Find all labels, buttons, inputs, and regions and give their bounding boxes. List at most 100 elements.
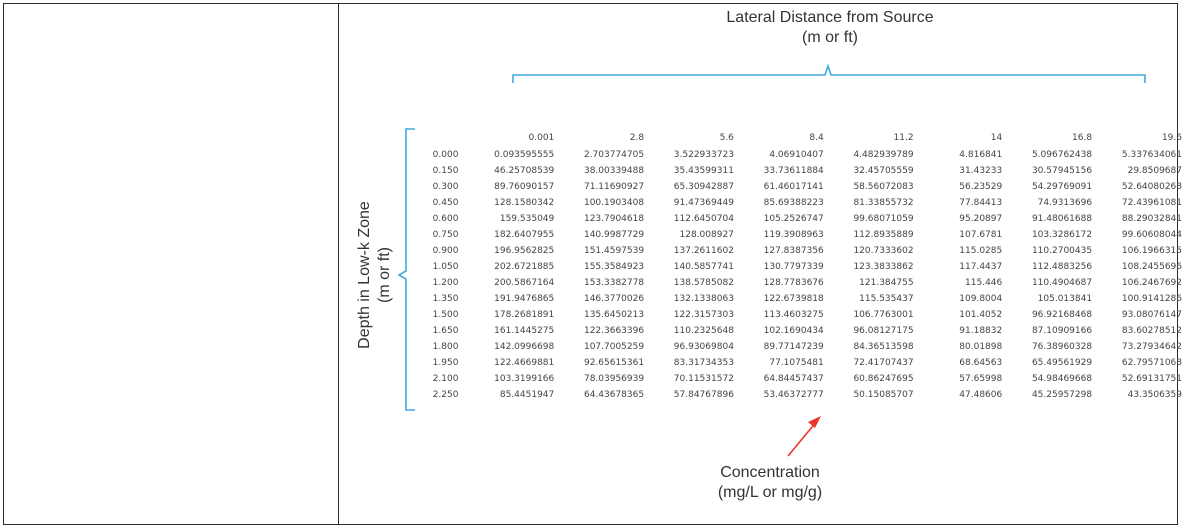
concentration-cell: 84.36513598 — [824, 339, 914, 355]
concentration-cell: 3.522933723 — [644, 147, 734, 163]
concentration-cell: 87.10909166 — [1002, 323, 1092, 339]
concentration-cell: 65.49561929 — [1002, 355, 1092, 371]
table-row: 0.750 182.6407955 140.9987729 128.008927 119… — [425, 227, 1182, 243]
depth-value: 0.450 — [425, 195, 464, 211]
depth-value: 1.650 — [425, 323, 464, 339]
column-header: 14 — [914, 129, 1003, 147]
concentration-cell: 46.25708539 — [464, 163, 554, 179]
concentration-cell: 120.7333602 — [824, 243, 914, 259]
concentration-cell: 35.43599311 — [644, 163, 734, 179]
concentration-cell: 96.93069804 — [644, 339, 734, 355]
concentration-cell: 99.60608044 — [1092, 227, 1182, 243]
concentration-cell: 100.9141286 — [1092, 291, 1182, 307]
concentration-cell: 80.01898 — [914, 339, 1003, 355]
concentration-cell: 122.4669881 — [464, 355, 554, 371]
concentration-cell: 89.76090157 — [464, 179, 554, 195]
concentration-cell: 38.00339488 — [554, 163, 644, 179]
concentration-cell: 128.7783676 — [734, 275, 824, 291]
concentration-cell: 123.3833862 — [824, 259, 914, 275]
concentration-cell: 128.008927 — [644, 227, 734, 243]
concentration-cell: 77.84413 — [914, 195, 1003, 211]
concentration-cell: 178.2681891 — [464, 307, 554, 323]
concentration-cell: 108.2455696 — [1092, 259, 1182, 275]
concentration-cell: 91.48061688 — [1002, 211, 1092, 227]
concentration-cell: 31.43233 — [914, 163, 1003, 179]
table-row: 1.500 178.2681891 135.6450213 122.3157303 11… — [425, 307, 1182, 323]
concentration-cell: 83.31734353 — [644, 355, 734, 371]
concentration-cell: 102.1690434 — [734, 323, 824, 339]
depth-value: 1.500 — [425, 307, 464, 323]
concentration-cell: 57.84767896 — [644, 387, 734, 403]
column-header: 5.6 — [644, 129, 734, 147]
concentration-cell: 89.77147239 — [734, 339, 824, 355]
concentration-cell: 123.7904618 — [554, 211, 644, 227]
concentration-cell: 101.4052 — [914, 307, 1003, 323]
concentration-cell: 110.2325648 — [644, 323, 734, 339]
concentration-cell: 73.27934642 — [1092, 339, 1182, 355]
concentration-arrow — [788, 421, 817, 456]
concentration-cell: 96.08127175 — [824, 323, 914, 339]
depth-value: 0.750 — [425, 227, 464, 243]
concentration-cell: 4.816841 — [914, 147, 1003, 163]
depth-value: 0.900 — [425, 243, 464, 259]
concentration-cell: 161.1445275 — [464, 323, 554, 339]
concentration-cell: 153.3382778 — [554, 275, 644, 291]
concentration-cell: 4.06910407 — [734, 147, 824, 163]
concentration-cell: 106.2467692 — [1092, 275, 1182, 291]
concentration-cell: 122.6739818 — [734, 291, 824, 307]
concentration-cell: 140.9987729 — [554, 227, 644, 243]
concentration-cell: 4.482939789 — [824, 147, 914, 163]
concentration-cell: 72.41707437 — [824, 355, 914, 371]
depth-value: 0.600 — [425, 211, 464, 227]
depth-value: 2.100 — [425, 371, 464, 387]
concentration-cell: 140.5857741 — [644, 259, 734, 275]
concentration-cell: 43.3506359 — [1092, 387, 1182, 403]
concentration-cell: 110.4904687 — [1002, 275, 1092, 291]
concentration-cell: 53.46372777 — [734, 387, 824, 403]
concentration-cell: 105.2526747 — [734, 211, 824, 227]
concentration-cell: 100.1903408 — [554, 195, 644, 211]
depth-value: 1.350 — [425, 291, 464, 307]
table-row: 1.950 122.4669881 92.65615361 83.31734353 77… — [425, 355, 1182, 371]
column-header-row: 0.001 2.8 5.6 8.4 11.2 14 16.8 19.6 — [425, 129, 1182, 147]
concentration-cell: 107.7005259 — [554, 339, 644, 355]
concentration-cell: 117.4437 — [914, 259, 1003, 275]
table-row: 2.100 103.3199166 78.03956939 70.11531572 64… — [425, 371, 1182, 387]
concentration-cell: 112.4883256 — [1002, 259, 1092, 275]
depth-value: 1.800 — [425, 339, 464, 355]
concentration-cell: 182.6407955 — [464, 227, 554, 243]
concentration-cell: 83.60278512 — [1092, 323, 1182, 339]
concentration-cell: 91.18832 — [914, 323, 1003, 339]
concentration-cell: 85.69388223 — [734, 195, 824, 211]
concentration-cell: 78.03956939 — [554, 371, 644, 387]
concentration-cell: 54.29769091 — [1002, 179, 1092, 195]
concentration-cell: 52.64080268 — [1092, 179, 1182, 195]
column-header: 16.8 — [1002, 129, 1092, 147]
concentration-cell: 110.2700435 — [1002, 243, 1092, 259]
column-header: 19.6 — [1092, 129, 1182, 147]
concentration-cell: 106.7763001 — [824, 307, 914, 323]
concentration-cell: 81.33855732 — [824, 195, 914, 211]
concentration-cell: 92.65615361 — [554, 355, 644, 371]
concentration-cell: 62.79571068 — [1092, 355, 1182, 371]
table-row: 1.800 142.0996698 107.7005259 96.93069804 89… — [425, 339, 1182, 355]
concentration-cell: 135.6450213 — [554, 307, 644, 323]
concentration-cell: 106.1966315 — [1092, 243, 1182, 259]
concentration-cell: 61.46017141 — [734, 179, 824, 195]
concentration-cell: 200.5867164 — [464, 275, 554, 291]
depth-value: 0.150 — [425, 163, 464, 179]
table-row: 1.350 191.9476865 146.3770026 132.1338063 12… — [425, 291, 1182, 307]
concentration-cell: 196.9562825 — [464, 243, 554, 259]
concentration-cell: 202.6721885 — [464, 259, 554, 275]
table-row: 0.600 159.535049 123.7904618 112.6450704 105… — [425, 211, 1182, 227]
column-header: 8.4 — [734, 129, 824, 147]
concentration-cell: 64.84457437 — [734, 371, 824, 387]
depth-value: 1.050 — [425, 259, 464, 275]
table-row: 0.300 89.76090157 71.11690927 65.30942887 61… — [425, 179, 1182, 195]
depth-value: 1.950 — [425, 355, 464, 371]
table-row: 0.450 128.1580342 100.1903408 91.47369449 85… — [425, 195, 1182, 211]
depth-value: 0.300 — [425, 179, 464, 195]
column-header: 0.001 — [464, 129, 554, 147]
table-row: 1.050 202.6721885 155.3584923 140.5857741 13… — [425, 259, 1182, 275]
table-row: 2.250 85.4451947 64.43678365 57.84767896 53.… — [425, 387, 1182, 403]
